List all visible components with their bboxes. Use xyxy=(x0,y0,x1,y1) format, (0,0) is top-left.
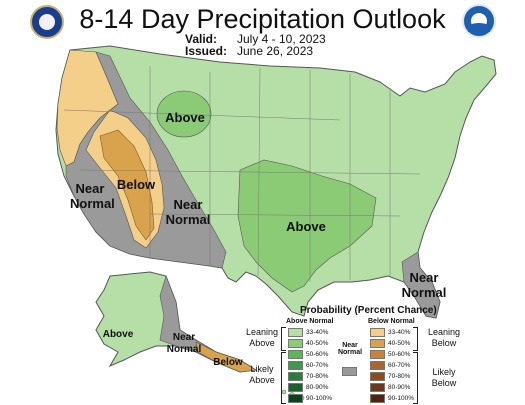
legend-above-row: 80-90% xyxy=(288,382,338,392)
legend-leaning-above: Leaning Above xyxy=(242,327,282,349)
legend-above-row: 90-100% xyxy=(288,393,338,403)
legend-above-header: Above Normal xyxy=(286,318,334,325)
legend-below-row: 50-60% xyxy=(370,349,420,359)
legend-below-range-label: 60-70% xyxy=(388,361,411,369)
label-below-west: Below xyxy=(116,177,156,192)
legend-leaning-below: Leaning Below xyxy=(422,327,466,349)
legend-above-row: 40-50% xyxy=(288,338,338,348)
legend-below-swatch xyxy=(370,338,385,348)
legend-above-row: 33-40% xyxy=(288,327,338,337)
legend-above-range-label: 33-40% xyxy=(306,328,329,336)
issued-label: Issued: xyxy=(185,44,228,58)
legend-near-header: Near Normal xyxy=(336,342,364,356)
legend-above-row: 60-70% xyxy=(288,360,338,370)
valid-dates: Valid: July 4 - 10, 2023 xyxy=(185,32,326,46)
label-near-normal-florida-line1: Near xyxy=(409,270,439,285)
legend-below-swatch xyxy=(370,371,385,381)
label-near-normal-sw-line2: Normal xyxy=(165,212,211,227)
legend-near-header-line2: Normal xyxy=(337,349,363,356)
label-near-normal-sw: Near Normal xyxy=(162,197,214,227)
legend-leaning-below-bracket xyxy=(413,327,418,351)
label-above-north: Above xyxy=(165,110,205,125)
legend-below-range-label: 70-80% xyxy=(388,372,411,380)
department-of-commerce-seal-icon xyxy=(30,5,64,39)
label-below-alaska: Below xyxy=(213,357,243,368)
legend-leaning-below-line1: Leaning xyxy=(427,327,461,337)
legend-likely-above-line2: Above xyxy=(249,375,275,385)
legend-above-swatch xyxy=(288,393,303,403)
legend-below-header: Below Normal xyxy=(368,318,415,325)
valid-value: July 4 - 10, 2023 xyxy=(237,32,326,46)
label-near-normal-west: Near Normal xyxy=(70,181,115,211)
legend-title: Probability (Percent Chance) xyxy=(300,305,437,316)
legend-below-swatch xyxy=(370,382,385,392)
legend-leaning-below-line2: Below xyxy=(431,338,457,348)
legend-below-row: 40-50% xyxy=(370,338,420,348)
issued-date: Issued: June 26, 2023 xyxy=(185,44,313,58)
legend-above-swatch xyxy=(288,382,303,392)
issued-value: June 26, 2023 xyxy=(237,44,314,58)
legend-below-row: 60-70% xyxy=(370,360,420,370)
legend-below-range-label: 33-40% xyxy=(388,328,411,336)
legend-above-swatch xyxy=(288,338,303,348)
legend-below-swatch xyxy=(370,393,385,403)
legend-above-swatch xyxy=(288,360,303,370)
legend-above-row: 70-80% xyxy=(288,371,338,381)
label-near-normal-florida-line2: Normal xyxy=(401,285,447,300)
legend-likely-above: Likely Above xyxy=(242,364,282,386)
label-near-normal-sw-line1: Near xyxy=(173,197,203,212)
legend-below-swatch xyxy=(370,360,385,370)
legend-below-range-label: 90-100% xyxy=(388,394,415,402)
legend-below-row: 33-40% xyxy=(370,327,420,337)
label-near-normal-west-line2: Normal xyxy=(70,196,115,211)
legend-likely-below: Likely Below xyxy=(422,367,466,389)
label-above-alaska: Above xyxy=(102,329,134,340)
label-near-normal-alaska-line2: Normal xyxy=(166,344,202,355)
legend-above-range-label: 90-100% xyxy=(306,394,333,402)
legend-above-swatch xyxy=(288,327,303,337)
page-title: 8-14 Day Precipitation Outlook xyxy=(79,4,446,34)
legend-leaning-above-line1: Leaning xyxy=(245,327,279,337)
legend-above-swatch xyxy=(288,371,303,381)
legend-near-header-line1: Near xyxy=(342,342,358,349)
state-borders xyxy=(63,66,421,282)
legend-below-range-label: 80-90% xyxy=(388,383,411,391)
label-near-normal-florida: Near Normal xyxy=(398,270,450,300)
legend-below-swatch xyxy=(370,327,385,337)
northern-above-region xyxy=(156,90,212,138)
legend-leaning-above-line2: Above xyxy=(249,338,275,348)
legend-likely-below-line1: Likely xyxy=(432,367,456,377)
legend-above-range-label: 80-90% xyxy=(306,383,329,391)
legend-likely-below-line2: Below xyxy=(431,378,457,388)
legend-near-row xyxy=(342,366,357,376)
legend-below-row: 80-90% xyxy=(370,382,420,392)
legend-above-range-label: 60-70% xyxy=(306,361,329,369)
valid-label: Valid: xyxy=(185,32,218,46)
legend-above-range-label: 70-80% xyxy=(306,372,329,380)
legend-above-row: 50-60% xyxy=(288,349,338,359)
legend-below-row: 90-100% xyxy=(370,393,420,403)
legend-below-range-label: 40-50% xyxy=(388,339,411,347)
label-near-normal-alaska-line1: Near xyxy=(172,332,196,343)
alaska-below-region xyxy=(195,341,257,373)
legend-below-row: 70-80% xyxy=(370,371,420,381)
legend-likely-below-bracket xyxy=(413,352,418,404)
noaa-logo-icon xyxy=(462,4,496,38)
label-above-south: Above xyxy=(286,219,326,234)
label-near-normal-west-line1: Near xyxy=(75,181,105,196)
legend-above-range-label: 50-60% xyxy=(306,350,329,358)
legend-above-range-label: 40-50% xyxy=(306,339,329,347)
legend-below-swatch xyxy=(370,349,385,359)
legend-above-swatch xyxy=(288,349,303,359)
legend-near-swatch xyxy=(342,366,357,376)
legend-likely-above-bracket xyxy=(281,352,286,404)
legend-likely-above-line1: Likely xyxy=(250,364,274,374)
legend-leaning-above-bracket xyxy=(281,327,286,351)
legend-below-range-label: 50-60% xyxy=(388,350,411,358)
label-near-normal-alaska: Near Normal xyxy=(164,332,204,356)
florida-near-normal-region xyxy=(401,251,441,319)
